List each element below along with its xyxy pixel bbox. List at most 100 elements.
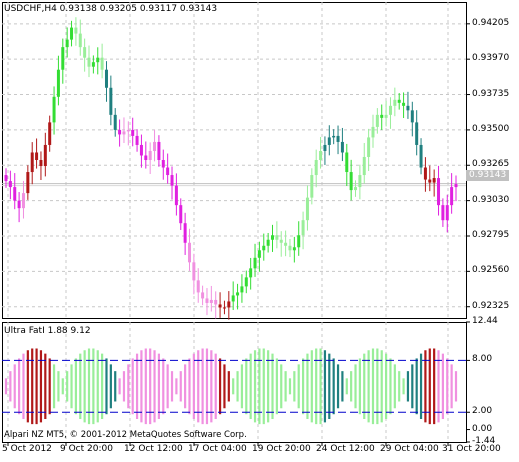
candle-body xyxy=(196,280,200,293)
candle-body xyxy=(183,223,187,243)
candle-body xyxy=(397,99,401,103)
candle-body xyxy=(4,175,8,182)
candle-body xyxy=(43,144,47,167)
candle-body xyxy=(100,57,104,70)
time-tick-label: 9 Oct 20:00 xyxy=(60,444,113,454)
indicator-tick-label: -1.44 xyxy=(472,436,496,446)
candle-body xyxy=(74,27,78,34)
candle-body xyxy=(166,167,170,176)
candle-body xyxy=(319,150,323,160)
candle-body xyxy=(402,102,406,106)
candle-body xyxy=(371,126,375,138)
candle-body xyxy=(222,307,226,309)
candle-body xyxy=(288,245,292,251)
indicator-label: Ultra FatI 1.88 9.12 xyxy=(4,326,91,336)
candle-body xyxy=(56,69,60,97)
candle-body xyxy=(292,247,296,251)
time-tick-label: 24 Oct 12:00 xyxy=(316,444,375,454)
candle-body xyxy=(161,160,165,168)
candle-body xyxy=(336,135,340,142)
candle-body xyxy=(384,114,388,118)
candle-body xyxy=(340,141,344,153)
candle-body xyxy=(214,299,218,305)
price-tick-label: 0.93500 xyxy=(472,123,510,134)
indicator-tick-label: 12.44 xyxy=(472,316,498,326)
candle-body xyxy=(410,110,414,123)
candle-body xyxy=(126,129,130,132)
candle-body xyxy=(284,242,288,246)
candle-body xyxy=(388,105,392,115)
time-tick-label: 19 Oct 20:00 xyxy=(252,444,311,454)
candle-body xyxy=(17,200,21,209)
candle-body xyxy=(70,27,74,40)
symbol-header: USDCHF,H4 0.93138 0.93205 0.93117 0.9314… xyxy=(4,4,218,14)
copyright-text: Alpari NZ MT5, © 2001-2012 MetaQuotes So… xyxy=(4,430,247,440)
candle-body xyxy=(240,286,244,293)
candle-body xyxy=(314,160,318,176)
candle-body xyxy=(367,137,371,157)
candle-body xyxy=(8,181,12,188)
candle-body xyxy=(354,187,358,191)
candle-body xyxy=(441,205,445,221)
price-tick-label: 0.93265 xyxy=(472,159,510,170)
candle-body xyxy=(236,292,240,296)
candle-body xyxy=(170,175,174,186)
time-tick-label: 17 Oct 04:00 xyxy=(188,444,247,454)
candle-body xyxy=(179,205,183,224)
candle-body xyxy=(122,131,126,135)
main-chart-frame xyxy=(2,2,467,319)
candle-body xyxy=(135,135,139,145)
candle-body xyxy=(406,105,410,111)
candle-body xyxy=(262,245,266,251)
candle-body xyxy=(153,141,157,151)
candle-body xyxy=(432,178,436,183)
candle-body xyxy=(109,87,113,115)
time-tick-label: 31 Oct 20:00 xyxy=(442,444,501,454)
candle-body xyxy=(218,304,222,308)
candle-body xyxy=(231,295,235,302)
price-tick-label: 0.93970 xyxy=(472,53,510,64)
candle-body xyxy=(362,156,366,176)
candle-body xyxy=(157,141,161,160)
price-tick-label: 0.92795 xyxy=(472,229,510,240)
candle-body xyxy=(21,193,25,209)
candle-body xyxy=(332,135,336,138)
candle-body xyxy=(310,175,314,198)
indicator-tick-label: 8.00 xyxy=(472,354,493,365)
candle-body xyxy=(393,99,397,106)
candle-body xyxy=(423,167,427,180)
candle-body xyxy=(257,250,261,258)
candle-body xyxy=(271,235,275,240)
candle-body xyxy=(87,57,91,67)
candle-body xyxy=(227,301,231,308)
candle-body xyxy=(174,185,178,206)
candle-body xyxy=(148,150,152,160)
candle-body xyxy=(39,160,43,167)
candle-body xyxy=(380,114,384,118)
candle-body xyxy=(113,114,117,130)
candle-body xyxy=(301,220,305,236)
candle-body xyxy=(118,129,122,135)
candle-body xyxy=(305,197,309,221)
candle-body xyxy=(131,129,135,136)
candle-body xyxy=(428,179,432,183)
candle-body xyxy=(209,299,213,303)
candle-body xyxy=(139,144,143,156)
candle-body xyxy=(187,242,191,263)
candle-body xyxy=(437,178,441,206)
candle-body xyxy=(323,144,327,151)
price-tick-label: 0.93735 xyxy=(472,88,510,99)
candle-body xyxy=(26,172,30,194)
candle-body xyxy=(419,144,423,168)
candle-body xyxy=(78,33,82,48)
candle-body xyxy=(83,47,87,58)
candle-body xyxy=(201,292,205,299)
candle-body xyxy=(91,62,95,67)
candle-body xyxy=(349,172,353,191)
candle-body xyxy=(279,239,283,243)
candle-body xyxy=(327,137,331,145)
candle-body xyxy=(205,298,209,303)
current-price-label: 0.93143 xyxy=(466,170,509,181)
